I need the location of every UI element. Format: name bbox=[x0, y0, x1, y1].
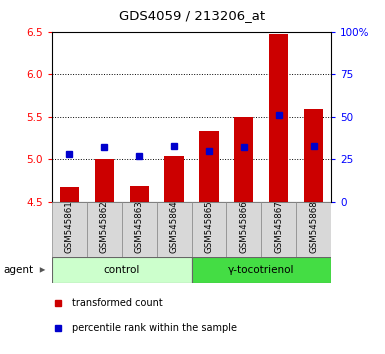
Bar bbox=[304, 109, 323, 202]
Bar bbox=[192, 202, 226, 257]
Bar bbox=[52, 257, 192, 283]
Text: GDS4059 / 213206_at: GDS4059 / 213206_at bbox=[119, 9, 266, 22]
Text: GSM545865: GSM545865 bbox=[204, 200, 214, 253]
Bar bbox=[261, 202, 296, 257]
Bar bbox=[199, 131, 219, 202]
Text: control: control bbox=[104, 265, 140, 275]
Bar bbox=[226, 202, 261, 257]
Text: GSM545866: GSM545866 bbox=[239, 200, 248, 253]
Bar bbox=[164, 156, 184, 202]
Bar bbox=[122, 202, 157, 257]
Bar bbox=[234, 117, 253, 202]
Bar bbox=[130, 185, 149, 202]
Bar bbox=[87, 202, 122, 257]
Text: GSM545863: GSM545863 bbox=[135, 200, 144, 253]
Text: GSM545861: GSM545861 bbox=[65, 200, 74, 253]
Text: GSM545862: GSM545862 bbox=[100, 200, 109, 253]
Text: γ-tocotrienol: γ-tocotrienol bbox=[228, 265, 295, 275]
Text: GSM545864: GSM545864 bbox=[169, 200, 179, 253]
Bar bbox=[157, 202, 192, 257]
Bar bbox=[95, 159, 114, 202]
Text: GSM545867: GSM545867 bbox=[274, 200, 283, 253]
Bar bbox=[192, 257, 331, 283]
Text: agent: agent bbox=[4, 265, 34, 275]
Text: GSM545868: GSM545868 bbox=[309, 200, 318, 253]
Bar bbox=[269, 34, 288, 202]
Text: percentile rank within the sample: percentile rank within the sample bbox=[72, 322, 236, 332]
Bar bbox=[52, 202, 87, 257]
Bar bbox=[60, 187, 79, 202]
Text: transformed count: transformed count bbox=[72, 298, 162, 308]
Bar bbox=[296, 202, 331, 257]
